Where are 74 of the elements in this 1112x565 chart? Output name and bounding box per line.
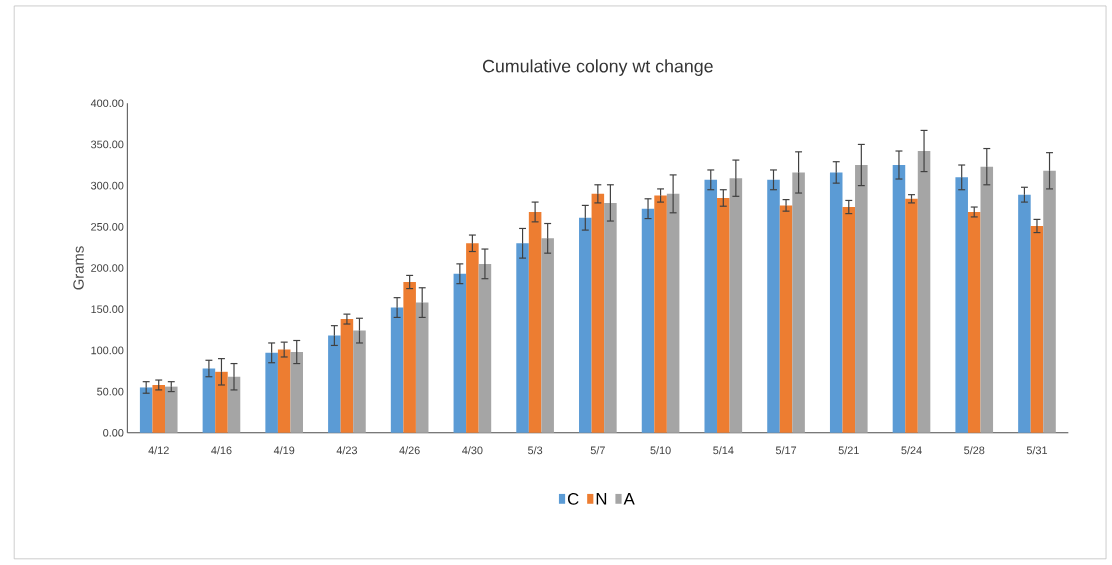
bar — [227, 376, 241, 433]
y-tick-label: 400.00 — [90, 99, 124, 108]
x-tick-label: 5/14 — [713, 446, 734, 455]
x-tick-label: 4/12 — [148, 446, 169, 455]
bar — [892, 165, 906, 433]
legend-label: C — [567, 493, 579, 505]
x-tick-label: 5/3 — [527, 446, 543, 455]
bar — [980, 166, 994, 433]
bar — [1043, 170, 1056, 433]
bar — [528, 212, 542, 433]
x-tick-label: 5/21 — [838, 446, 859, 455]
legend-label: A — [623, 493, 635, 505]
bar — [466, 243, 479, 433]
legend-label: N — [596, 493, 607, 505]
bar — [290, 352, 304, 433]
y-tick-label: 0.00 — [103, 429, 124, 437]
bar — [704, 179, 718, 433]
bar — [415, 302, 429, 433]
bar — [152, 385, 165, 433]
bar — [390, 307, 404, 433]
x-tick-label: 5/17 — [775, 446, 797, 455]
bar — [641, 208, 655, 433]
bar — [591, 193, 605, 433]
x-tick-label: 4/23 — [336, 446, 358, 455]
bar — [1018, 194, 1031, 433]
bar — [604, 203, 617, 433]
bar — [666, 193, 680, 433]
bar — [917, 151, 931, 433]
bar — [579, 217, 592, 433]
bar — [955, 177, 968, 433]
bar — [842, 207, 856, 433]
bar — [478, 263, 492, 433]
x-tick-label: 5/7 — [590, 446, 605, 455]
y-tick-label: 50.00 — [97, 387, 124, 396]
x-tick-label: 5/31 — [1026, 446, 1048, 455]
bar — [277, 349, 291, 433]
bar — [516, 243, 529, 433]
x-tick-label: 4/30 — [462, 446, 483, 455]
y-tick-label: 100.00 — [91, 346, 124, 355]
x-tick-label: 4/19 — [273, 446, 295, 455]
bar — [1030, 226, 1044, 433]
bar — [215, 371, 228, 433]
bar — [855, 165, 868, 433]
bar — [767, 179, 780, 433]
y-axis-title: Grams — [73, 246, 84, 290]
bar — [729, 178, 743, 433]
chart-title: Cumulative colony wt change — [482, 59, 713, 77]
bar — [967, 212, 981, 433]
x-tick-label: 4/16 — [211, 446, 232, 455]
x-tick-label: 5/24 — [901, 446, 922, 455]
bar — [353, 330, 366, 433]
bar — [905, 198, 918, 433]
bar — [403, 282, 416, 433]
bar — [340, 319, 354, 433]
bar — [779, 205, 793, 433]
bar — [202, 368, 216, 433]
x-tick-label: 5/28 — [964, 446, 985, 455]
bar — [654, 195, 667, 433]
y-tick-label: 150.00 — [91, 305, 124, 314]
x-tick-label: 5/10 — [650, 446, 671, 455]
bar — [792, 172, 805, 433]
bar — [829, 172, 843, 433]
bar — [265, 352, 278, 433]
bar — [328, 335, 341, 433]
y-tick-label: 250.00 — [91, 223, 124, 231]
bar — [541, 238, 554, 433]
bar — [717, 198, 730, 433]
y-tick-label: 200.00 — [91, 264, 124, 272]
y-tick-label: 350.00 — [91, 140, 124, 149]
y-tick-label: 300.00 — [91, 181, 124, 190]
bar — [139, 387, 153, 433]
bar — [453, 273, 467, 433]
bar — [165, 386, 178, 433]
x-tick-label: 4/26 — [399, 446, 420, 455]
